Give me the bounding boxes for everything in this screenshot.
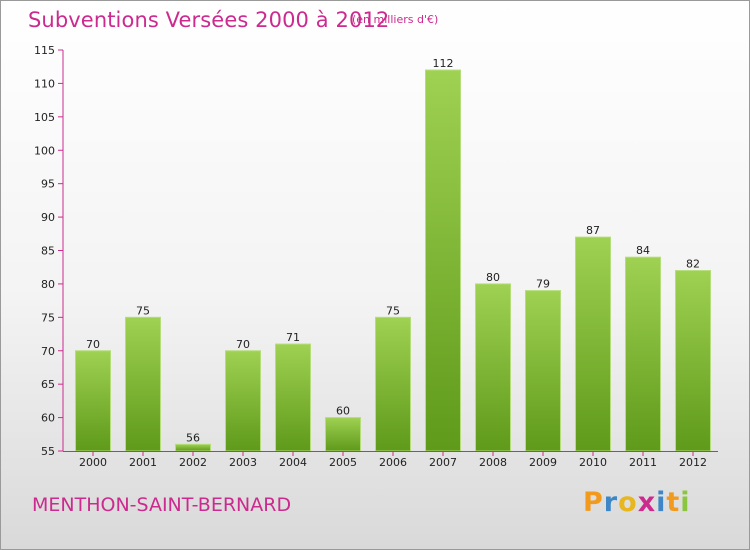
- logo-letter: i: [656, 487, 667, 518]
- y-tick-label: 75: [41, 311, 55, 324]
- y-tick-label: 85: [41, 245, 55, 258]
- logo-letter: r: [603, 487, 619, 518]
- chart-title: Subventions Versées 2000 à 2012: [28, 8, 390, 32]
- bars: 70 75 56 70 71 60 75 112 80 79 87 84 82: [75, 57, 711, 452]
- bar-2010: [575, 236, 611, 452]
- x-tick-label-2012: 2012: [679, 456, 707, 469]
- data-label-2007: 112: [433, 57, 454, 70]
- bar-2012: [675, 270, 711, 452]
- x-tick-label-2008: 2008: [479, 456, 507, 469]
- bar-2011: [625, 256, 661, 452]
- y-tick-label: 105: [34, 111, 55, 124]
- y-tick-label: 65: [41, 378, 55, 391]
- bar-2002: [175, 443, 211, 452]
- logo-letter: t: [666, 487, 681, 518]
- x-tick-label-2002: 2002: [179, 456, 207, 469]
- data-label-2010: 87: [586, 224, 600, 237]
- data-label-2003: 70: [236, 338, 250, 351]
- data-label-2008: 80: [486, 271, 500, 284]
- x-tick-label-2005: 2005: [329, 456, 357, 469]
- y-tick-label: 115: [34, 44, 55, 57]
- bar-2000: [75, 350, 111, 452]
- x-axis: 2000 2001 2002 2003 2004 2005 2006 2007 2008 2009…: [63, 451, 718, 469]
- bar-2004: [275, 343, 311, 452]
- y-tick-label: 90: [41, 211, 55, 224]
- logo-letter: o: [618, 487, 638, 518]
- bar-2007: [425, 69, 461, 452]
- logo-letter: P: [583, 487, 604, 518]
- y-tick-label: 100: [34, 144, 55, 157]
- x-tick-label-2001: 2001: [129, 456, 157, 469]
- bar-2003: [225, 350, 261, 452]
- x-tick-label-2004: 2004: [279, 456, 307, 469]
- x-tick-label-2010: 2010: [579, 456, 607, 469]
- y-tick-label: 95: [41, 178, 55, 191]
- data-label-2005: 60: [336, 405, 350, 418]
- data-label-2004: 71: [286, 331, 300, 344]
- proxiti-logo: Proxiti: [583, 487, 691, 518]
- y-tick-label: 110: [34, 77, 55, 90]
- commune-name: MENTHON-SAINT-BERNARD: [32, 494, 292, 516]
- x-tick-label-2007: 2007: [429, 456, 457, 469]
- y-tick-label: 80: [41, 278, 55, 291]
- y-tick-label: 55: [41, 445, 55, 458]
- data-label-2000: 70: [86, 338, 100, 351]
- data-label-2012: 82: [686, 258, 700, 271]
- y-tick-label: 60: [41, 412, 55, 425]
- x-tick-label-2003: 2003: [229, 456, 257, 469]
- x-tick-label-2011: 2011: [629, 456, 657, 469]
- logo-letter: i: [680, 487, 691, 518]
- data-label-2006: 75: [386, 304, 400, 317]
- data-label-2001: 75: [136, 304, 150, 317]
- y-tick-label: 70: [41, 345, 55, 358]
- data-label-2002: 56: [186, 431, 200, 444]
- bar-2009: [525, 290, 561, 452]
- y-axis: 55 60 65 70 75 80 85 90 95 100 105 110 115: [34, 44, 64, 458]
- x-tick-label-2006: 2006: [379, 456, 407, 469]
- bar-2006: [375, 316, 411, 452]
- data-label-2011: 84: [636, 244, 650, 257]
- bar-2005: [325, 417, 361, 452]
- bar-2008: [475, 283, 511, 452]
- chart-unit-label: (en milliers d'€): [352, 13, 439, 26]
- data-label-2009: 79: [536, 278, 550, 291]
- x-tick-label-2000: 2000: [79, 456, 107, 469]
- x-tick-label-2009: 2009: [529, 456, 557, 469]
- logo-letter: x: [637, 487, 657, 518]
- bar-2001: [125, 316, 161, 452]
